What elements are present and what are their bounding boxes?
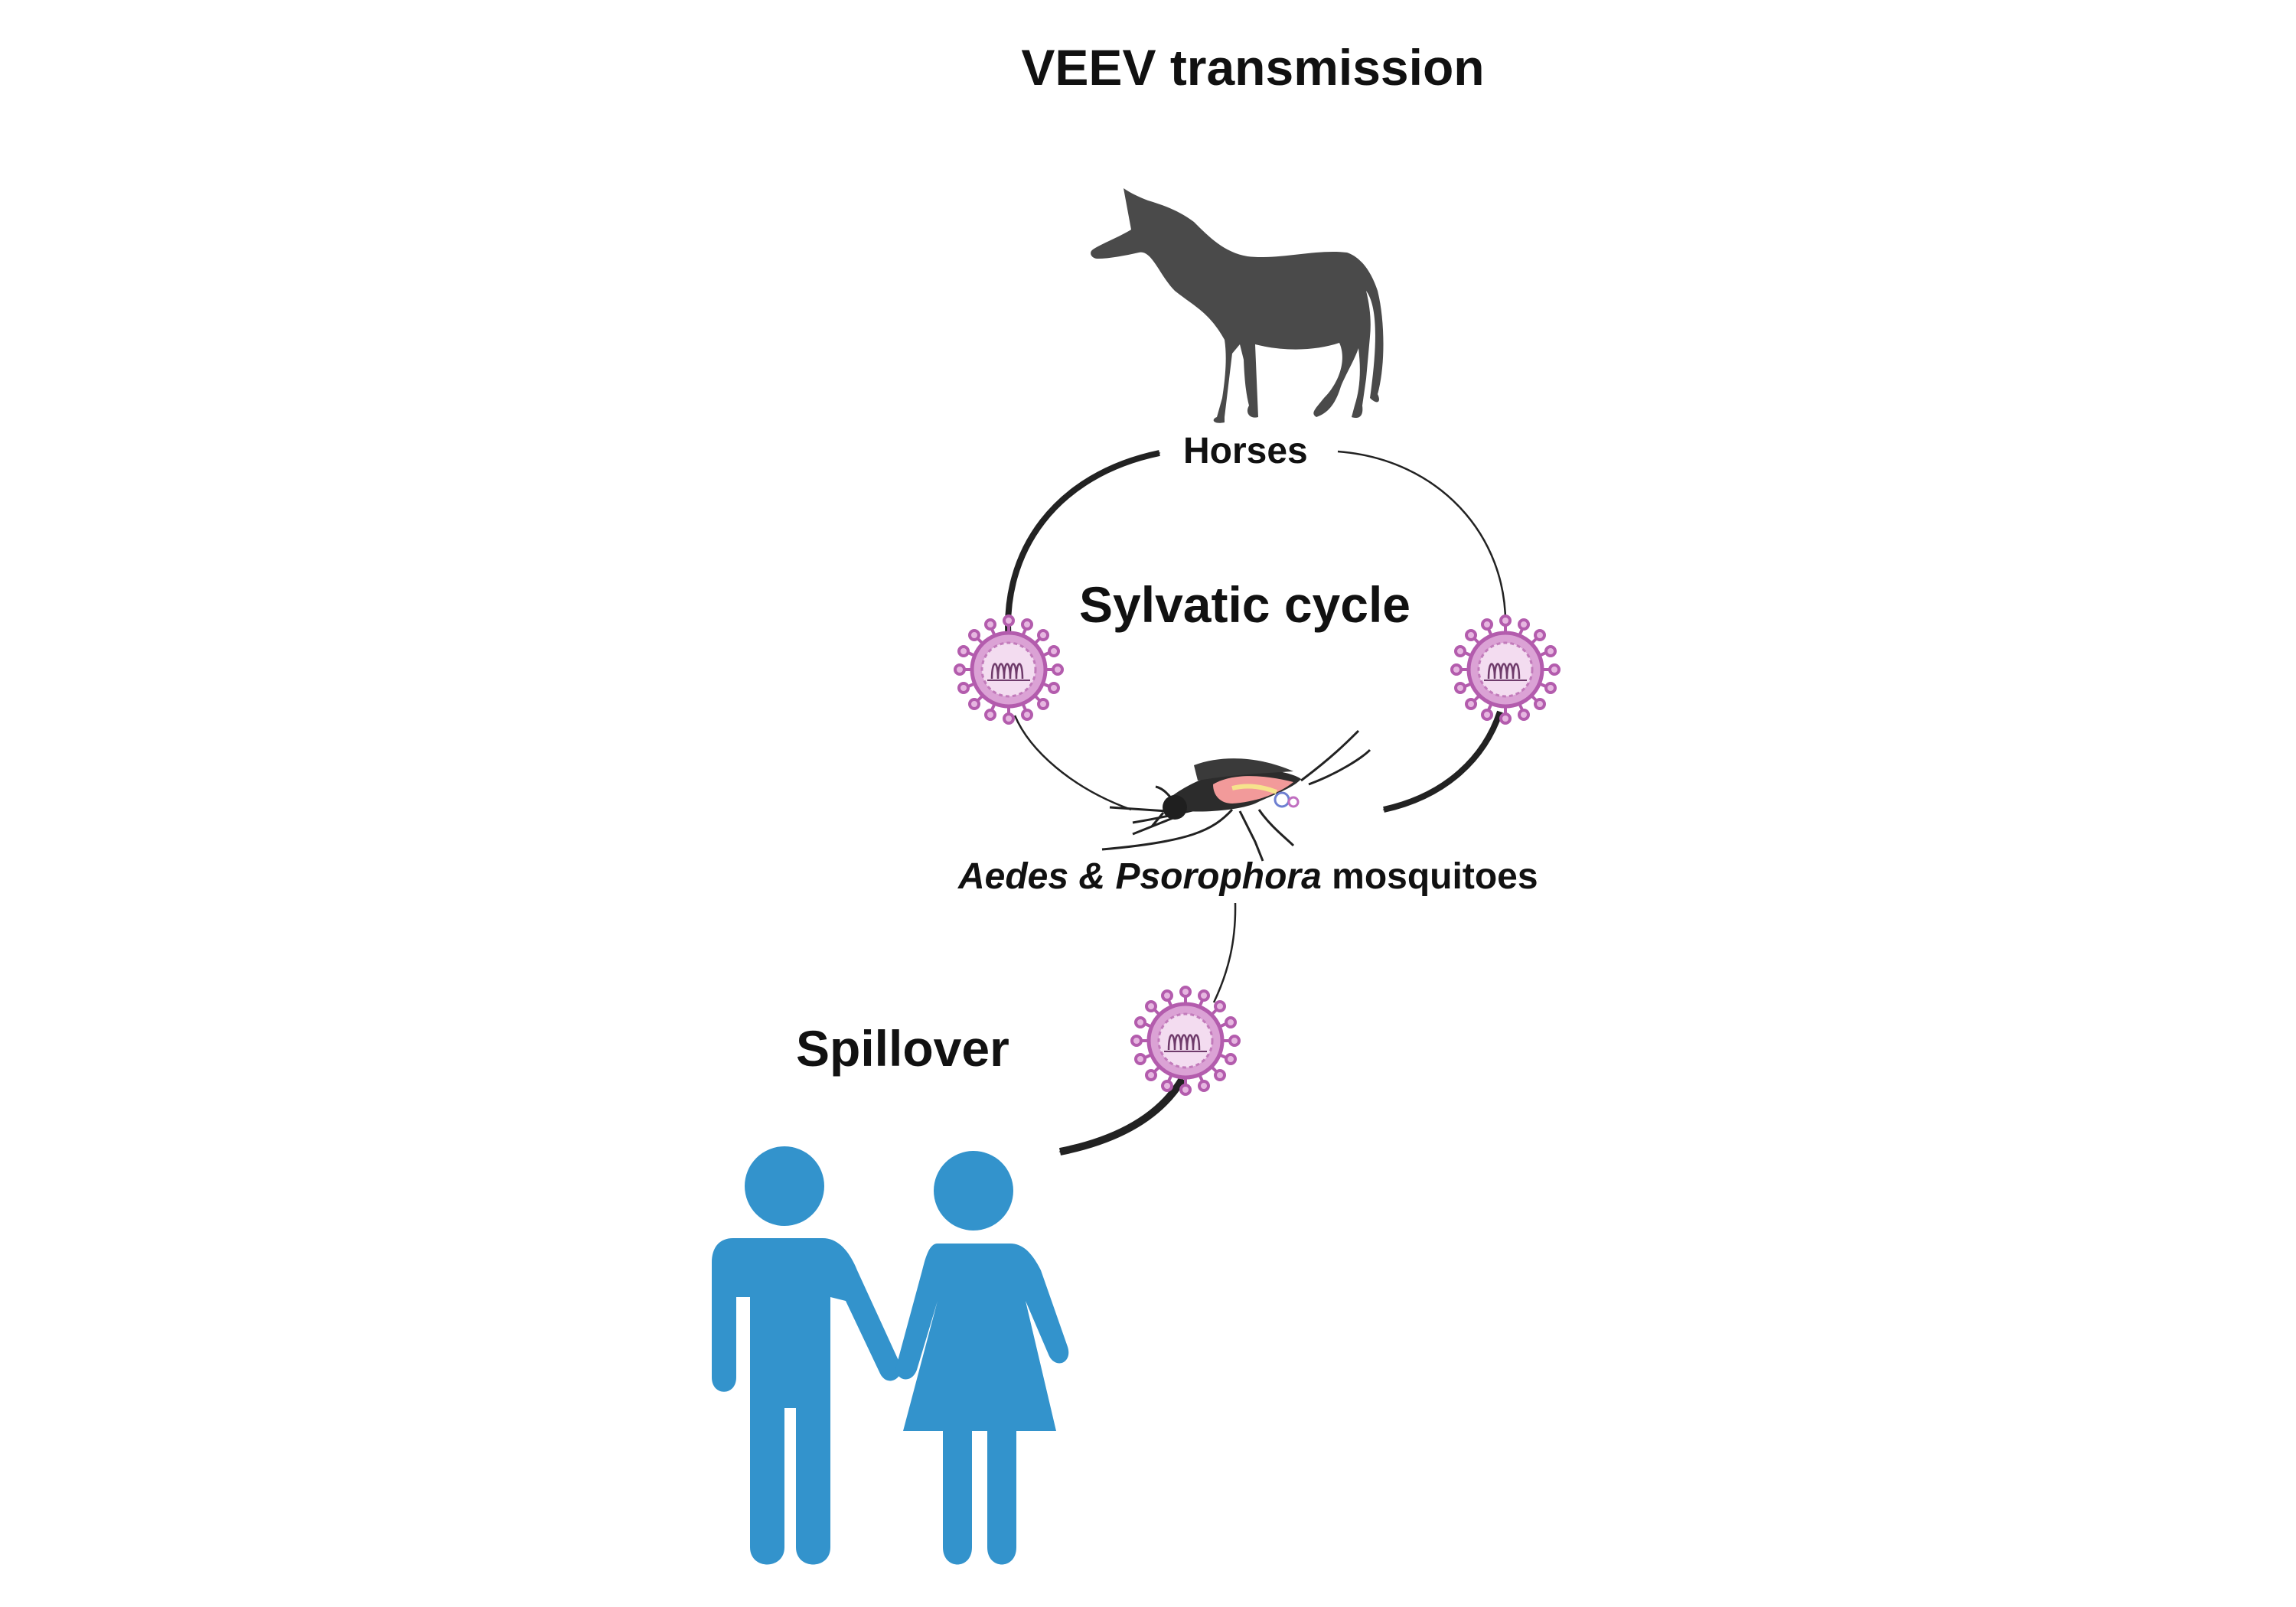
human-couple-icon (712, 1146, 1069, 1565)
vector-ampersand: & (1078, 856, 1106, 897)
horse-icon (1091, 188, 1384, 423)
vector-genus-1: Aedes (958, 856, 1069, 897)
vector-label: Aedes & Psorophora mosquitoes (958, 856, 1538, 898)
cycle-label: Sylvatic cycle (1079, 576, 1411, 633)
virus-particle-icon (955, 616, 1062, 723)
diagram-title: VEEV transmission (1021, 39, 1485, 96)
arrow-to-horses (1005, 450, 1161, 644)
mosquito-icon (1101, 729, 1371, 862)
vector-suffix: mosquitoes (1332, 856, 1538, 897)
arc-mosquito-to-left-virus (1013, 715, 1132, 811)
virus-particle-icon (1132, 987, 1239, 1094)
vector-genus-2: Psorophora (1115, 856, 1322, 897)
spillover-label: Spillover (796, 1020, 1009, 1077)
arrow-to-mosquito (1382, 710, 1503, 813)
arc-mosquito-to-spillover-virus (1212, 902, 1237, 1003)
host-label: Horses (1183, 431, 1308, 471)
arrow-to-humans (1058, 1077, 1186, 1156)
virus-particle-icon (1452, 616, 1559, 723)
arc-horses-to-right-virus (1337, 450, 1507, 628)
